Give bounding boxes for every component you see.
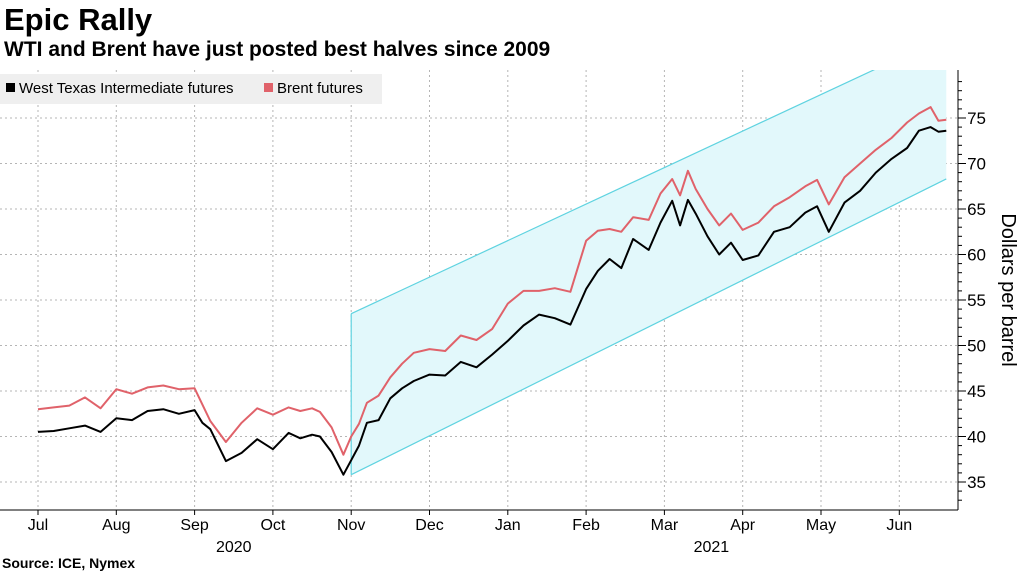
- trend-channel-upper: [350, 70, 876, 315]
- legend: West Texas Intermediate futures Brent fu…: [0, 74, 382, 104]
- y-tick-labels: 35 40 45 50 55 60 65 70 75: [967, 109, 986, 492]
- x-tick-label: Oct: [260, 517, 285, 534]
- x-tick-label: Jul: [28, 517, 48, 534]
- series-lines: [37, 106, 947, 476]
- trend-channel-fill: [351, 70, 947, 475]
- series-line-brent: [37, 106, 947, 456]
- legend-swatch-wti: [6, 83, 15, 92]
- x-tick-label: May: [806, 517, 836, 534]
- x-tick-label: Apr: [730, 517, 756, 534]
- legend-item-brent: Brent futures: [264, 80, 363, 97]
- x-tick-label: Dec: [415, 517, 443, 534]
- x-tick-label: Feb: [572, 517, 600, 534]
- legend-label-wti: West Texas Intermediate futures: [19, 80, 234, 97]
- x-tick-labels: Jul Aug Sep Oct Nov Dec Jan Feb Mar Apr May Jun 2020…: [28, 517, 912, 556]
- x-year-label: 2021: [694, 539, 730, 556]
- y-tick-label: 55: [967, 291, 986, 310]
- y-tick-label: 75: [967, 109, 986, 128]
- chart-subtitle: WTI and Brent have just posted best halv…: [4, 38, 551, 61]
- x-year-label: 2020: [216, 539, 252, 556]
- chart-title: Epic Rally: [4, 2, 153, 37]
- y-axis-label: Dollars per barrel: [997, 213, 1019, 366]
- y-tick-label: 40: [967, 428, 986, 447]
- legend-label-brent: Brent futures: [277, 80, 363, 97]
- legend-swatch-brent: [264, 83, 273, 92]
- x-tick-label: Jan: [495, 517, 521, 534]
- y-tick-label: 70: [967, 155, 986, 174]
- x-tick-label: Nov: [337, 517, 365, 534]
- y-tick-label: 45: [967, 382, 986, 401]
- trend-channel-lower: [350, 178, 947, 476]
- x-tick-label: Jun: [886, 517, 912, 534]
- x-tick-label: Mar: [651, 517, 679, 534]
- source-note: Source: ICE, Nymex: [2, 555, 136, 571]
- legend-item-wti: West Texas Intermediate futures: [6, 80, 234, 97]
- series-line-wti: [37, 126, 947, 476]
- y-tick-label: 35: [967, 473, 986, 492]
- trend-channel: [350, 70, 947, 476]
- x-tick-label: Sep: [180, 517, 209, 534]
- x-tick-label: Aug: [102, 517, 130, 534]
- y-tick-label: 60: [967, 246, 986, 265]
- y-tick-label: 50: [967, 337, 986, 356]
- axes: [0, 70, 966, 515]
- y-tick-label: 65: [967, 200, 986, 219]
